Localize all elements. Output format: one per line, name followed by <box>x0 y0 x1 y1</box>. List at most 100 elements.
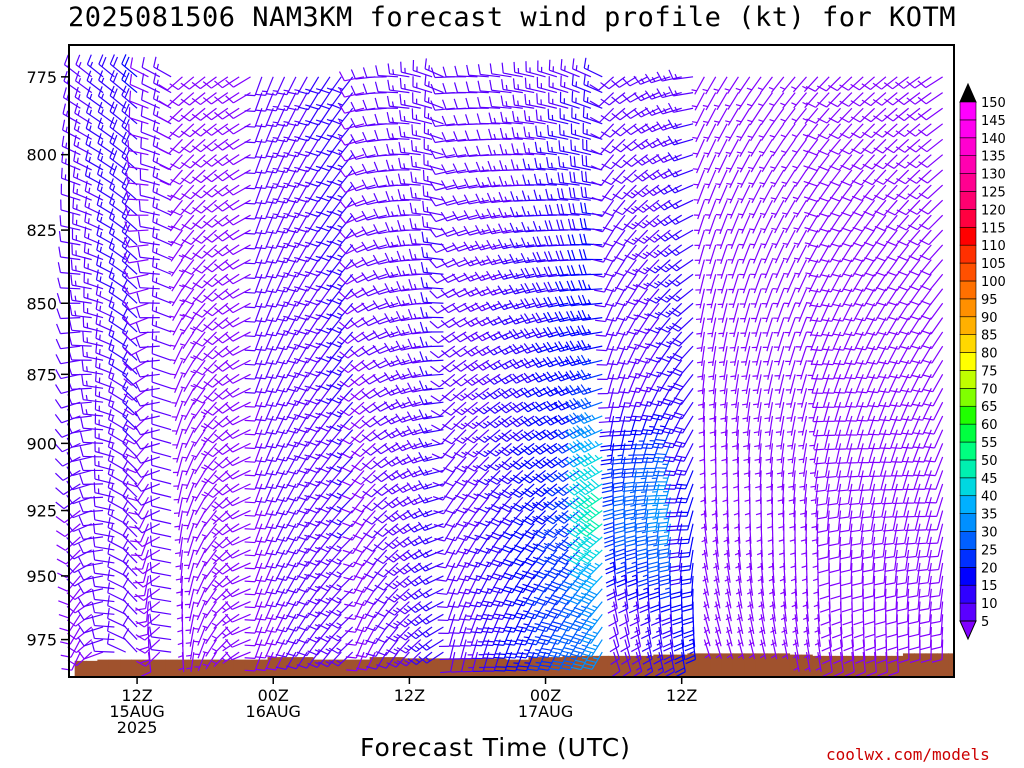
barb-staff <box>357 317 376 328</box>
wind-barb <box>418 423 444 434</box>
barb-full <box>152 196 155 207</box>
barb-staff <box>190 214 206 230</box>
barb-full <box>430 409 441 417</box>
barb-staff <box>140 442 160 450</box>
barb-full <box>77 570 84 581</box>
barb-half <box>403 147 406 153</box>
wind-barb <box>254 536 274 556</box>
barb-half <box>125 507 129 513</box>
barb-full <box>140 105 144 117</box>
barb-half <box>124 386 129 392</box>
wind-barb <box>94 413 115 431</box>
barb-full <box>169 115 180 123</box>
wind-barb <box>68 334 92 347</box>
barb-staff <box>108 276 127 290</box>
wind-barb <box>201 536 217 554</box>
barb-staff <box>195 562 206 582</box>
barb-full <box>276 346 287 351</box>
barb-full <box>418 423 425 434</box>
barb-staff <box>128 182 149 186</box>
barb-full <box>398 141 402 153</box>
barb-half <box>156 142 159 148</box>
wind-barb <box>122 552 138 577</box>
barb-half <box>221 619 227 624</box>
barb-full <box>446 564 457 569</box>
barb-half <box>180 372 186 375</box>
barb-staff <box>84 651 104 660</box>
barb-half <box>155 203 158 209</box>
barb-full <box>91 602 96 613</box>
barb-staff <box>192 373 206 391</box>
barb-full <box>255 320 266 323</box>
wind-barb <box>319 123 342 141</box>
wind-barb <box>254 601 274 621</box>
wind-barb <box>350 387 376 401</box>
barb-full <box>153 72 157 84</box>
barb-staff <box>189 92 206 106</box>
wind-barb <box>192 536 206 555</box>
wind-barb <box>318 401 342 419</box>
wind-barb <box>297 244 320 263</box>
barb-half <box>201 560 208 564</box>
wind-barb <box>214 273 240 286</box>
wind-barb <box>184 549 195 570</box>
wind-barb <box>84 196 104 216</box>
barb-full <box>407 367 413 378</box>
wind-barb <box>203 359 229 374</box>
barb-full <box>265 539 276 543</box>
wind-barb <box>244 483 263 504</box>
barb-full <box>244 405 256 408</box>
barb-full <box>78 515 84 526</box>
barb-full <box>93 509 96 520</box>
wind-barb <box>202 562 217 580</box>
barb-staff <box>380 415 399 427</box>
barb-half <box>336 532 342 536</box>
wind-barb <box>121 69 138 94</box>
wind-barb <box>158 92 183 107</box>
wind-barb <box>94 427 115 444</box>
wind-barb <box>180 359 195 378</box>
barb-half <box>403 621 409 625</box>
barb-full <box>265 275 277 279</box>
wind-barb <box>180 374 195 392</box>
terrain-column <box>744 653 757 677</box>
barb-full <box>97 101 103 113</box>
wind-barb <box>74 102 93 125</box>
barb-full <box>202 144 212 152</box>
barb-half <box>190 384 196 388</box>
wind-barb <box>151 399 172 417</box>
barb-full <box>429 212 437 222</box>
barb-staff <box>195 510 206 529</box>
wind-barb <box>201 442 217 459</box>
barb-full <box>265 390 277 393</box>
barb-full <box>150 495 153 507</box>
barb-staff <box>412 258 433 261</box>
barb-half <box>414 192 417 199</box>
barb-half <box>272 183 278 186</box>
barb-full <box>60 167 63 179</box>
terrain-column <box>278 657 291 677</box>
wind-barb <box>395 588 422 602</box>
wind-barb <box>319 244 342 262</box>
barb-staff <box>152 221 172 231</box>
barb-half <box>111 510 114 517</box>
barb-staff <box>191 302 206 319</box>
barb-half <box>99 231 103 238</box>
barb-full <box>255 217 266 220</box>
barb-full <box>97 117 103 128</box>
wind-barb <box>182 302 206 320</box>
barb-full <box>122 486 129 497</box>
barb-full <box>429 335 439 344</box>
wind-barb <box>107 409 127 431</box>
barb-full <box>80 389 84 400</box>
terrain-column <box>676 654 688 677</box>
barb-staff <box>140 210 160 216</box>
barb-staff <box>62 129 81 140</box>
barb-half <box>111 470 114 477</box>
wind-barb <box>107 595 126 615</box>
barb-staff <box>172 331 183 351</box>
barb-staff <box>184 415 195 435</box>
barb-staff <box>151 395 172 403</box>
wind-barb <box>254 510 274 530</box>
barb-half <box>402 541 408 546</box>
